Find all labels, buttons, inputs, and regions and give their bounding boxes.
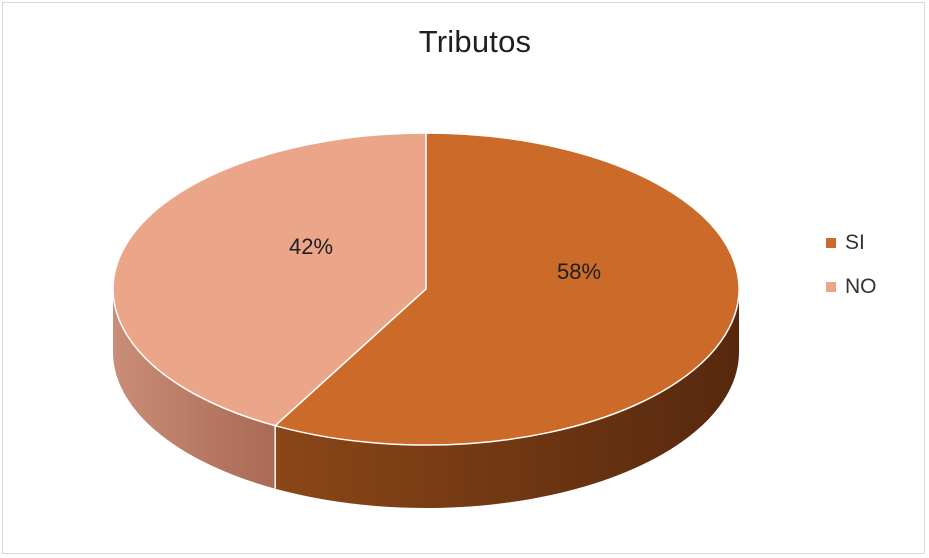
legend-item-no: NO <box>826 272 877 302</box>
legend-item-si: SI <box>826 228 877 258</box>
data-label-si: 58% <box>557 259 601 284</box>
legend-swatch-no <box>826 282 836 292</box>
data-label-no: 42% <box>289 234 333 259</box>
legend-label-si: SI <box>845 231 865 254</box>
slice-side-si <box>275 289 739 508</box>
slice-side-no <box>113 289 276 489</box>
legend: SI NO <box>826 228 877 316</box>
slice-no <box>112 132 427 427</box>
legend-label-no: NO <box>845 275 877 298</box>
chart-title: Tributos <box>418 24 532 59</box>
legend-swatch-si <box>826 238 836 248</box>
slice-si <box>273 132 740 446</box>
